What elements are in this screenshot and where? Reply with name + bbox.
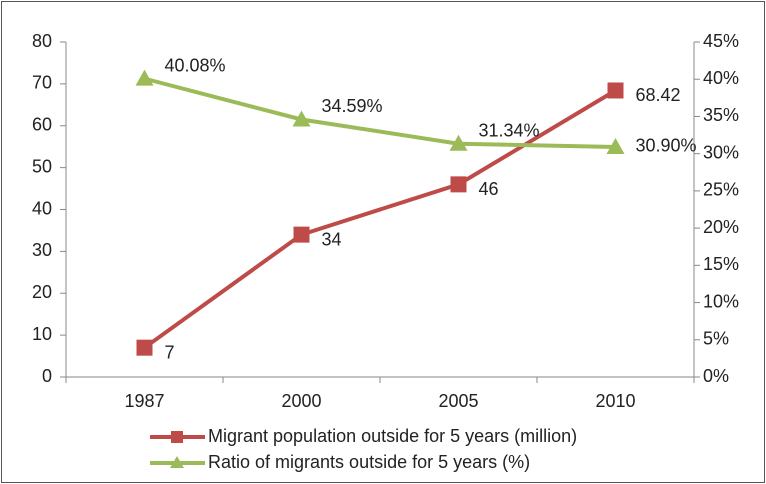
data-label: 31.34% <box>479 120 540 140</box>
y2-tick-label: 10% <box>703 291 739 311</box>
data-point <box>292 110 311 127</box>
y-tick-label: 80 <box>32 31 52 51</box>
data-point <box>136 339 153 356</box>
y2-tick-label: 35% <box>703 105 739 125</box>
data-point <box>293 226 310 243</box>
y2-tick-label: 40% <box>703 68 739 88</box>
legend-marker <box>170 456 184 468</box>
y2-tick-label: 25% <box>703 180 739 200</box>
y-tick-label: 0 <box>42 366 52 386</box>
data-point <box>450 176 467 193</box>
y-tick-label: 70 <box>32 73 52 93</box>
x-tick-label: 2010 <box>595 391 635 411</box>
legend-label: Ratio of migrants outside for 5 years (%… <box>208 452 530 472</box>
data-label: 34.59% <box>322 96 383 116</box>
data-point <box>606 137 625 154</box>
series-line <box>143 76 616 149</box>
data-point <box>607 82 624 99</box>
data-label: 34 <box>322 229 342 249</box>
y2-tick-label: 15% <box>703 254 739 274</box>
y2-tick-label: 5% <box>703 329 729 349</box>
x-tick-label: 2005 <box>438 391 478 411</box>
y-tick-label: 20 <box>32 282 52 302</box>
data-label: 7 <box>165 342 175 362</box>
y2-tick-label: 20% <box>703 217 739 237</box>
y-tick-label: 30 <box>32 240 52 260</box>
x-tick-label: 1987 <box>124 391 164 411</box>
y2-tick-label: 30% <box>703 142 739 162</box>
legend-marker <box>171 431 183 443</box>
y-tick-label: 40 <box>32 198 52 218</box>
y2-tick-label: 0% <box>703 366 729 386</box>
y-tick-label: 60 <box>32 115 52 135</box>
data-label: 46 <box>479 179 499 199</box>
legend-label: Migrant population outside for 5 years (… <box>208 426 577 446</box>
series-line <box>143 88 617 350</box>
y-tick-label: 50 <box>32 156 52 176</box>
data-label: 40.08% <box>165 55 226 75</box>
data-label: 68.42 <box>636 85 681 105</box>
data-label: 30.90% <box>636 136 697 156</box>
y-tick-label: 10 <box>32 324 52 344</box>
y2-tick-label: 45% <box>703 31 739 51</box>
data-point <box>135 69 154 86</box>
data-point <box>449 134 468 151</box>
x-tick-label: 2000 <box>281 391 321 411</box>
